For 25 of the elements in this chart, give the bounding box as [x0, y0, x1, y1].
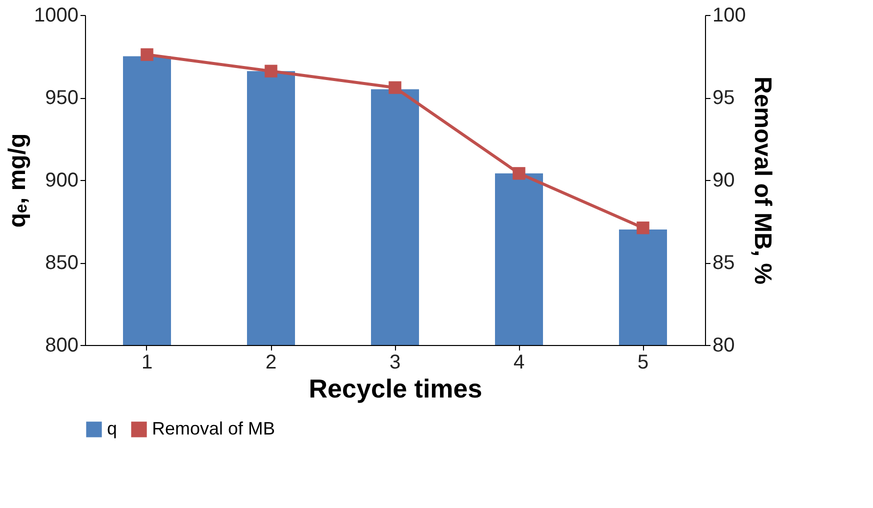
y-tick-label: 800 — [45, 334, 78, 356]
y-tick-label: 850 — [45, 252, 78, 274]
y-tick-label: 950 — [45, 87, 78, 109]
legend-label: q — [107, 418, 118, 438]
y2-tick-label: 85 — [712, 252, 735, 274]
y2-tick-label: 100 — [712, 4, 746, 26]
point — [636, 222, 650, 234]
y2-tick-label: 80 — [712, 334, 735, 356]
y2-axis-title: Removal of MB, % — [748, 76, 776, 285]
y-tick-label: 900 — [45, 170, 78, 192]
y-tick-label: 1000 — [34, 4, 78, 26]
y2-tick-label: 95 — [712, 87, 735, 109]
point — [264, 64, 278, 78]
x-tick-label: 2 — [265, 352, 277, 374]
point — [140, 48, 154, 61]
y2-tick-label: 90 — [712, 170, 735, 192]
x-tick-label: 3 — [389, 352, 401, 374]
y-axis-title: qₑ, mg/g — [4, 133, 32, 228]
legend-label: Removal of MB — [152, 418, 276, 438]
x-tick-label: 1 — [141, 352, 153, 374]
x-axis-title: Recycle times — [308, 374, 482, 404]
point — [512, 167, 526, 180]
x-tick-label: 5 — [637, 352, 649, 374]
x-tick-label: 4 — [513, 352, 525, 374]
point — [388, 81, 402, 94]
